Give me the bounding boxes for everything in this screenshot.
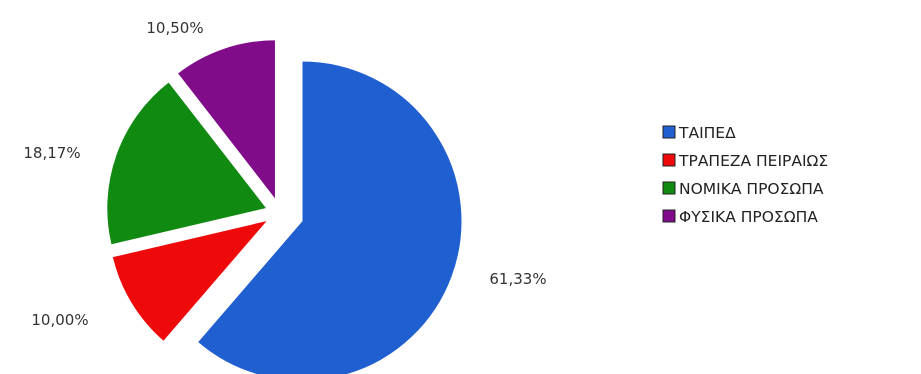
- legend-label-τραπεζα-πειραιως: ΤΡΑΠΕΖΑ ΠΕΙΡΑΙΩΣ: [678, 152, 828, 170]
- legend-item-φυσικα-προσωπα: ΦΥΣΙΚΑ ΠΡΟΣΩΠΑ: [663, 208, 818, 226]
- legend-item-ταιπεδ: ΤΑΙΠΕΔ: [663, 124, 736, 142]
- pie-slices: [107, 40, 462, 374]
- legend-swatch-φυσικα-προσωπα: [663, 210, 675, 222]
- legend-label-ταιπεδ: ΤΑΙΠΕΔ: [678, 124, 736, 142]
- legend-swatch-τραπεζα-πειραιως: [663, 154, 675, 166]
- legend-item-νομικα-προσωπα: ΝΟΜΙΚΑ ΠΡΟΣΩΠΑ: [663, 180, 824, 198]
- pie-value-label-ταιπεδ: 61,33%: [489, 270, 546, 288]
- pie-value-label-φυσικα-προσωπα: 10,50%: [146, 19, 203, 37]
- legend: ΤΑΙΠΕΔ ΤΡΑΠΕΖΑ ΠΕΙΡΑΙΩΣ ΝΟΜΙΚΑ ΠΡΟΣΩΠΑ ΦΥΣΙ…: [663, 124, 828, 226]
- legend-swatch-ταιπεδ: [663, 126, 675, 138]
- legend-item-τραπεζα-πειραιως: ΤΡΑΠΕΖΑ ΠΕΙΡΑΙΩΣ: [663, 152, 828, 170]
- legend-swatch-νομικα-προσωπα: [663, 182, 675, 194]
- pie-value-label-νομικα-προσωπα: 18,17%: [23, 144, 80, 162]
- legend-label-φυσικα-προσωπα: ΦΥΣΙΚΑ ΠΡΟΣΩΠΑ: [679, 208, 818, 226]
- pie-value-label-τραπεζα-πειραιως: 10,00%: [31, 311, 88, 329]
- legend-label-νομικα-προσωπα: ΝΟΜΙΚΑ ΠΡΟΣΩΠΑ: [679, 180, 824, 198]
